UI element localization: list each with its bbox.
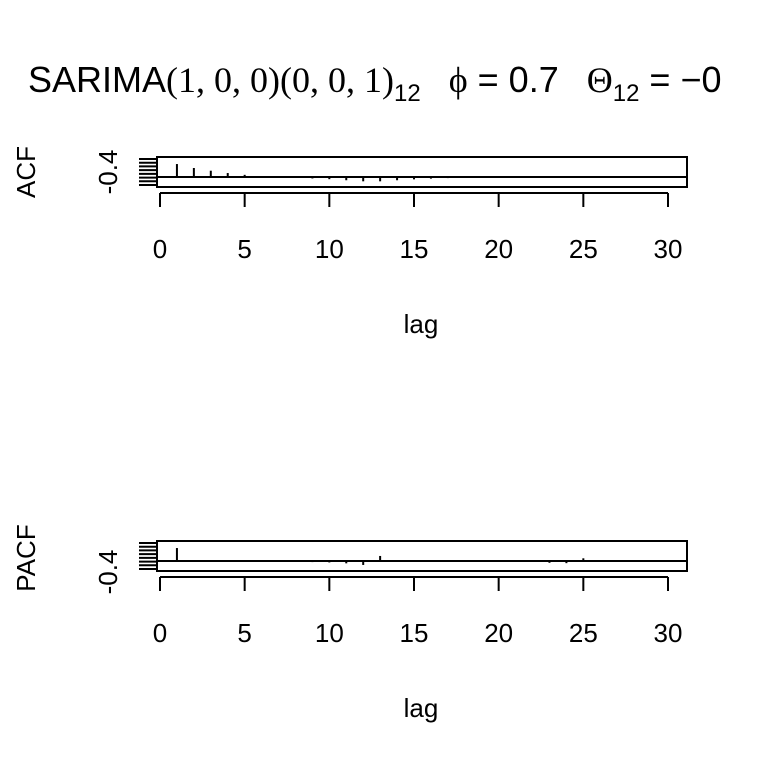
- title-prefix: SARIMA: [28, 59, 166, 100]
- title-orders: (1, 0, 0)(0, 0, 1): [166, 60, 394, 100]
- acf-x-tick-label-30: 30: [654, 234, 683, 264]
- acf-y-axis-title: ACF: [11, 146, 41, 198]
- acf-y-ticks: [139, 158, 157, 186]
- pacf-spikes: [175, 548, 585, 565]
- acf-plot-frame: [156, 156, 688, 188]
- pacf-x-tick-label-10: 10: [315, 618, 344, 648]
- pacf-panel: -0.4 PACF 0 5 10 15 20 25 30 lag: [11, 524, 688, 723]
- pacf-y-tick-label: -0.4: [93, 550, 123, 595]
- acf-spikes: [175, 164, 517, 182]
- pacf-x-tick-label-15: 15: [400, 618, 429, 648]
- title-theta-symbol: Θ: [587, 60, 613, 100]
- acf-x-tick-label-10: 10: [315, 234, 344, 264]
- acf-x-tick-label-20: 20: [484, 234, 513, 264]
- pacf-x-ticks: 0 5 10 15 20 25 30: [153, 577, 683, 648]
- pacf-x-tick-label-25: 25: [569, 618, 598, 648]
- pacf-x-tick-label-30: 30: [654, 618, 683, 648]
- pacf-x-tick-label-20: 20: [484, 618, 513, 648]
- acf-x-tick-label-25: 25: [569, 234, 598, 264]
- acf-x-tick-label-5: 5: [237, 234, 251, 264]
- title-theta-sub: 12: [613, 80, 640, 107]
- title-theta-eq: = −0: [639, 59, 721, 100]
- pacf-x-tick-label-5: 5: [237, 618, 251, 648]
- acf-x-axis-title: lag: [404, 309, 439, 339]
- acf-x-tick-label-15: 15: [400, 234, 429, 264]
- pacf-x-axis-title: lag: [404, 693, 439, 723]
- title-phi-eq: = 0.7: [468, 59, 559, 100]
- title-season-sub: 12: [394, 80, 421, 107]
- acf-x-ticks: 0 5 10 15 20 25 30: [153, 193, 683, 264]
- pacf-y-ticks: [139, 542, 157, 570]
- chart-title: SARIMA(1, 0, 0)(0, 0, 1)12 ϕ = 0.7 Θ12 = −…: [28, 59, 722, 107]
- pacf-plot-frame: [156, 540, 688, 572]
- pacf-x-tick-label-0: 0: [153, 618, 167, 648]
- acf-y-tick-label: -0.4: [93, 150, 123, 195]
- pacf-y-axis-title: PACF: [11, 524, 41, 591]
- acf-x-tick-label-0: 0: [153, 234, 167, 264]
- acf-panel: -0.4 ACF 0 5 10 15 20 25 30 lag: [11, 146, 688, 339]
- title-phi-symbol: ϕ: [449, 60, 468, 100]
